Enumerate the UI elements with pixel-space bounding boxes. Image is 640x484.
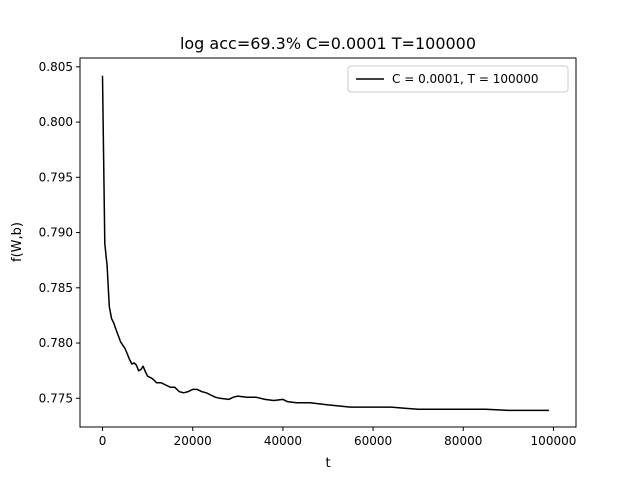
y-tick-label: 0.780: [39, 336, 73, 350]
y-tick-label: 0.775: [39, 391, 73, 405]
plot-area: 0 20000 40000 60000 80000 100000 0.775 0.780 0.7…: [39, 57, 577, 448]
legend: C = 0.0001, T = 100000: [347, 65, 569, 93]
x-tick-label: 40000: [264, 434, 302, 448]
legend-frame: [347, 65, 569, 93]
y-tick-label: 0.790: [39, 226, 73, 240]
y-axis-label: f(W,b): [10, 222, 25, 262]
x-tick-label: 60000: [354, 434, 392, 448]
y-tick-label: 0.805: [39, 60, 73, 74]
x-tick-label: 0: [99, 434, 107, 448]
y-tick-label: 0.795: [39, 170, 73, 184]
series-line-0: [101, 75, 549, 412]
chart-title: log acc=69.3% C=0.0001 T=100000: [180, 34, 476, 53]
y-tick-label: 0.800: [39, 115, 73, 129]
y-tick-label: 0.785: [39, 281, 73, 295]
legend-label: C = 0.0001, T = 100000: [392, 72, 539, 86]
x-tick-label: 20000: [174, 434, 212, 448]
x-tick-label: 100000: [531, 434, 577, 448]
x-tick-label: 80000: [444, 434, 482, 448]
x-axis-label: t: [325, 456, 330, 471]
axes-frame: [79, 57, 577, 428]
